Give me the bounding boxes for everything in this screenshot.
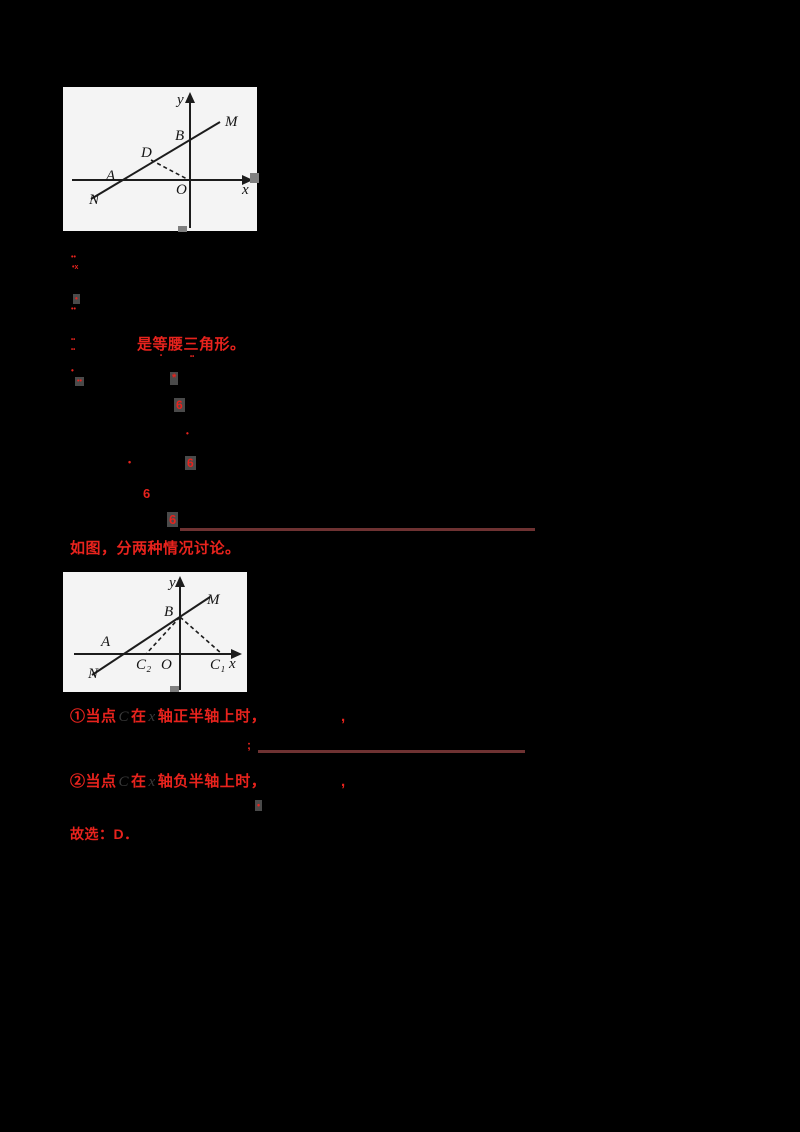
fig1-point-m-label: M — [225, 114, 238, 130]
fig1-x-axis-label: x — [242, 182, 249, 198]
fig1-point-b-label: B — [175, 128, 185, 144]
scan-artifact — [178, 226, 187, 232]
red-fragment: • — [73, 294, 80, 304]
fig1-origin-label: O — [176, 182, 187, 198]
case2-text-3: 轴负半轴上时 — [157, 773, 251, 790]
red-fragment: 6 — [167, 512, 179, 527]
red-fragment: •• — [75, 377, 84, 386]
red-fragment: • — [186, 429, 189, 438]
fig1-y-axis-label: y — [177, 92, 184, 108]
case1-var-x: x — [148, 709, 156, 725]
case2-text-1: ②当点 — [70, 773, 117, 790]
case2-var-c: C — [118, 774, 130, 790]
figure-2: y x O M B A N C₂ C₁ — [63, 572, 247, 692]
case1-text-3: 轴正半轴上时 — [157, 708, 251, 725]
red-fragment: •• — [71, 337, 76, 343]
solution-underline — [180, 528, 535, 531]
red-fragment: •• — [190, 354, 195, 360]
fig2-y-axis-label: y — [169, 575, 176, 591]
case2-var-x: x — [148, 774, 156, 790]
fig1-point-a-label: A — [106, 168, 116, 184]
answer-line: 故选：D． — [70, 826, 139, 842]
red-fragment: •• — [71, 347, 76, 353]
fig2-point-m-label: M — [207, 592, 220, 608]
red-fragment: •x — [72, 264, 79, 271]
red-fragment: • — [71, 366, 74, 375]
solution-underline — [258, 750, 525, 753]
fig1-point-d-label: D — [141, 145, 152, 161]
red-fragment: , — [341, 773, 346, 790]
scan-artifact — [250, 173, 259, 183]
red-fragment: ; — [247, 738, 251, 752]
red-fragment: 6 — [143, 486, 151, 501]
red-fragment: •• — [71, 306, 76, 313]
red-fragment: 6 — [174, 398, 185, 412]
fig2-point-n-label: N — [88, 666, 99, 682]
scan-artifact — [170, 686, 179, 692]
fig2-point-b-label: B — [164, 604, 174, 620]
case1-text-2: 在 — [131, 708, 147, 725]
red-fragment: • — [128, 457, 132, 467]
isosceles-note: 是等腰三角形。 — [137, 336, 246, 353]
case1-comma: ， — [250, 708, 267, 725]
case1-line: ①当点 C 在 x 轴正半轴上时， — [70, 708, 267, 726]
figure-1-drawing — [72, 92, 253, 228]
case1-text-1: ①当点 — [70, 708, 117, 725]
red-fragment: • — [160, 353, 163, 359]
case2-text-2: 在 — [131, 773, 147, 790]
fig2-x-axis-label: x — [229, 656, 236, 672]
fig1-point-n-label: N — [89, 192, 100, 208]
fig2-origin-label: O — [161, 657, 172, 673]
fig2-point-c1-label: C₁ — [210, 657, 226, 673]
red-fragment: • — [255, 800, 263, 811]
fig2-point-c2-label: C₂ — [136, 657, 152, 673]
red-fragment: •• — [71, 254, 76, 261]
figure-1: y x O M B D A N — [63, 87, 257, 231]
case-intro-line: 如图，分两种情况讨论。 — [70, 540, 241, 557]
fig2-point-a-label: A — [101, 634, 111, 650]
red-fragment: 6 — [185, 456, 196, 470]
case1-var-c: C — [118, 709, 130, 725]
red-fragment: * — [170, 372, 179, 385]
red-fragment: , — [341, 708, 346, 725]
case2-comma: ， — [250, 773, 267, 790]
figure-2-drawing — [74, 576, 242, 690]
case2-line: ②当点 C 在 x 轴负半轴上时， — [70, 773, 267, 791]
